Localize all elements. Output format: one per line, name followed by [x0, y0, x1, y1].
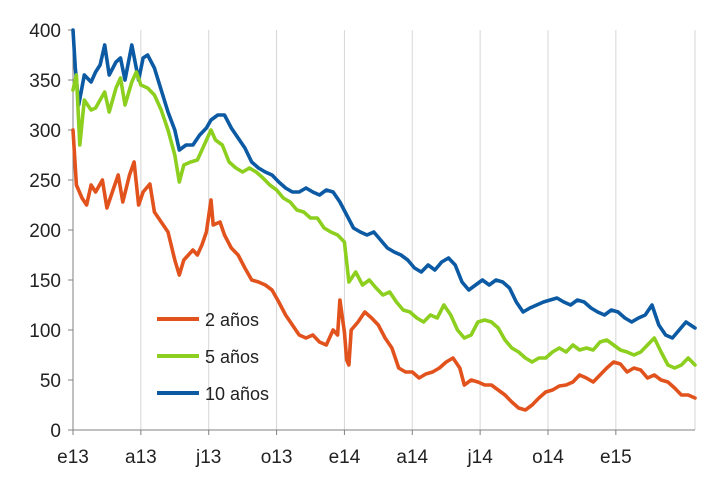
legend: 2 años 5 años 10 años — [157, 310, 269, 404]
y-tick-label: 150 — [29, 271, 61, 292]
series-line-0 — [71, 128, 697, 412]
x-tick-label: e15 — [600, 447, 632, 468]
legend-label: 10 años — [205, 384, 269, 404]
x-tick-label: j14 — [466, 447, 493, 468]
x-tick-label: o13 — [261, 447, 293, 468]
y-tick-label: 200 — [29, 221, 61, 242]
series-lines — [71, 28, 697, 412]
series-line-1 — [71, 70, 697, 370]
x-tick-label: o14 — [532, 447, 564, 468]
y-tick-label: 400 — [29, 21, 61, 42]
y-tick-label: 300 — [29, 121, 61, 142]
axes: 0 50 100 150 200 250 300 350 400 e13 a13 j13 o13 e14 a… — [29, 21, 695, 468]
legend-label: 2 años — [205, 310, 259, 330]
y-tick-label: 100 — [29, 321, 61, 342]
x-tick-label: a13 — [125, 447, 157, 468]
x-tick-label: a14 — [396, 447, 428, 468]
y-tick-label: 50 — [40, 371, 61, 392]
x-tick-label: j13 — [195, 447, 221, 468]
y-tick-label: 350 — [29, 71, 61, 92]
x-tick-label: e14 — [329, 447, 361, 468]
y-tick-label: 0 — [50, 421, 61, 442]
x-tick-label: e13 — [57, 447, 89, 468]
series-line-2 — [71, 28, 697, 340]
legend-label: 5 años — [205, 347, 259, 367]
y-tick-label: 250 — [29, 171, 61, 192]
